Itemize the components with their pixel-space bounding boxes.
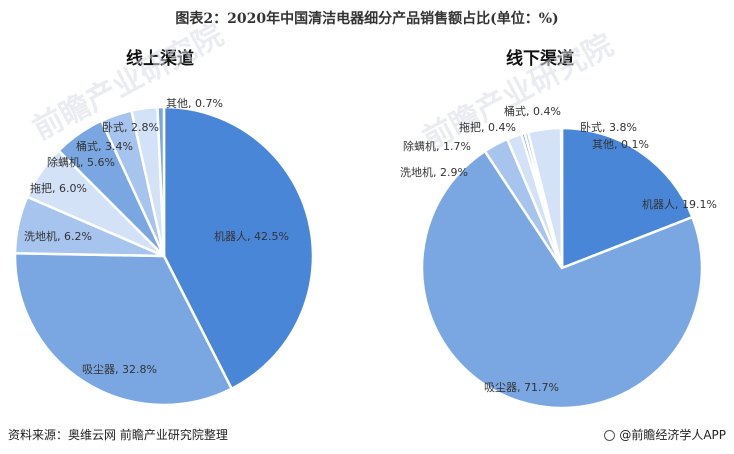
offline-pie-title: 线下渠道: [506, 49, 574, 69]
source-note: 资料来源：奥维云网 前瞻产业研究院整理: [8, 428, 228, 442]
online-pie-title: 线上渠道: [126, 49, 194, 69]
slice-label: 其他, 0.7%: [166, 97, 223, 110]
brand-credit: @前瞻经济学人APP: [604, 426, 726, 443]
slice-label: 洗地机, 2.9%: [400, 165, 468, 179]
brand-logo-icon: [604, 430, 616, 441]
slice-label: 卧式, 2.8%: [102, 121, 159, 134]
slice-label: 吸尘器, 32.8%: [82, 363, 157, 376]
slice-label: 桶式, 3.4%: [76, 139, 133, 153]
brand-credit-text: @前瞻经济学人APP: [619, 428, 726, 442]
pie-slice: [559, 126, 564, 269]
pie-slice: [162, 105, 315, 391]
pie-slice: [13, 251, 234, 407]
pie-slice: [560, 126, 695, 270]
offline-pie: 机器人, 19.1% 吸尘器, 71.7% 洗地机, 2.9% 除螨机, 1.7% 拖把…: [400, 104, 717, 410]
slice-label: 机器人, 19.1%: [642, 197, 717, 211]
online-pie: 机器人, 42.5% 吸尘器, 32.8% 洗地机, 6.2% 拖把, 6.0% 除螨机…: [13, 97, 315, 407]
slice-label: 洗地机, 6.2%: [24, 229, 92, 243]
slice-label: 吸尘器, 71.7%: [484, 381, 559, 394]
slice-label: 除螨机, 5.6%: [47, 155, 115, 169]
pie-slice: [420, 149, 704, 410]
slice-label: 拖把, 6.0%: [30, 181, 87, 195]
pie-slice: [156, 105, 166, 257]
figure-title: 图表2：2020年中国清洁电器细分产品销售额占比(单位：%): [175, 11, 559, 27]
slice-label: 其他, 0.1%: [592, 138, 649, 151]
slice-label: 卧式, 3.8%: [580, 121, 637, 134]
slice-label: 除螨机, 1.7%: [403, 139, 471, 153]
slice-label: 拖把, 0.4%: [459, 120, 516, 134]
slice-label: 桶式, 0.4%: [504, 104, 561, 118]
slice-label: 机器人, 42.5%: [214, 229, 289, 243]
